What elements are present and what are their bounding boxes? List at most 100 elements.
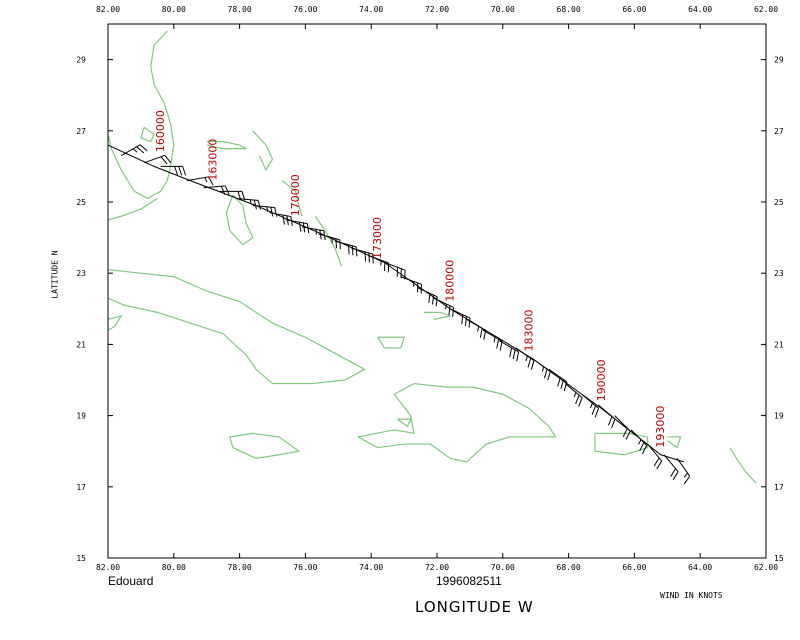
coastline-inagua (377, 336, 405, 349)
x-tick-label-top: 68.00 (557, 5, 581, 14)
time-label: 190000 (595, 359, 608, 401)
wind-barb (581, 393, 600, 418)
track-layer (107, 144, 684, 463)
x-tick-label-bottom: 62.00 (754, 563, 778, 572)
coastline-gonave (397, 418, 412, 428)
x-tick-label-bottom: 72.00 (425, 563, 449, 572)
wind-barb (433, 297, 455, 317)
x-axis-title: LONGITUDE W (415, 598, 534, 616)
time-label-layer: 160000 163000 170000 173000 180000 183000 1900… (154, 110, 667, 447)
x-tick-label-top: 80.00 (162, 5, 186, 14)
x-tick-label-top: 64.00 (688, 5, 712, 14)
wind-barb (351, 247, 374, 264)
y-tick-label-left: 19 (76, 412, 86, 421)
x-tick-label-top: 72.00 (425, 5, 449, 14)
time-label: 160000 (154, 110, 167, 152)
wind-barb (614, 415, 631, 440)
datetime-group: 1996082511 (436, 574, 502, 588)
storm-track-line (107, 144, 684, 463)
y-tick-label-right: 29 (774, 56, 784, 65)
wind-barb (564, 383, 583, 407)
coastline-andros (225, 194, 254, 246)
y-tick-label-right: 17 (774, 483, 784, 492)
x-tick-label-top: 62.00 (754, 5, 778, 14)
y-tick-label-left: 21 (76, 340, 86, 349)
wind-barb (417, 286, 438, 307)
wind-barb (630, 429, 648, 455)
y-tick-label-right: 27 (774, 127, 784, 136)
wind-barb (449, 308, 471, 328)
wind-barb (676, 458, 691, 485)
coastline-virgin-islands (666, 436, 682, 449)
y-tick-label-left: 17 (76, 483, 86, 492)
x-tick-label-bottom: 64.00 (688, 563, 712, 572)
wind-barb (499, 340, 520, 362)
y-axis-title: LATITUDE N (50, 250, 60, 299)
x-tick-label-top: 70.00 (491, 5, 515, 14)
wind-barb (400, 276, 422, 294)
x-tick-label-bottom: 80.00 (162, 563, 186, 572)
coastline-hispaniola (357, 382, 557, 463)
wind-barb (515, 347, 535, 370)
coastline-jamaica (229, 432, 301, 459)
wind-barb (334, 240, 358, 257)
coastline-abaco (252, 130, 274, 172)
wind-barb (548, 368, 568, 392)
coastline-isla-de-la-juventud (107, 314, 123, 331)
y-tick-label-right: 19 (774, 412, 784, 421)
x-tick-label-bottom: 74.00 (359, 563, 383, 572)
wind-units-label: WIND IN KNOTS (660, 591, 723, 600)
time-label: 163000 (207, 139, 220, 181)
time-label: 183000 (522, 310, 535, 352)
storm-name: Edouard (108, 574, 154, 588)
wind-barb (597, 404, 616, 429)
x-tick-label-top: 74.00 (359, 5, 383, 14)
wind-barb (532, 358, 551, 381)
coastline-florida-keys (107, 197, 158, 221)
y-tick-label-right: 15 (774, 554, 784, 563)
x-tick-label-top: 66.00 (622, 5, 646, 14)
time-label: 180000 (443, 260, 456, 302)
time-label: 193000 (654, 406, 667, 448)
y-tick-label-left: 27 (76, 127, 86, 136)
x-tick-label-top: 78.00 (228, 5, 252, 14)
wind-barb (647, 443, 663, 470)
coastline-puerto-rico (594, 432, 649, 456)
x-tick-label-bottom: 76.00 (293, 563, 317, 572)
time-label: 173000 (371, 217, 384, 259)
wind-barb-layer (120, 144, 691, 485)
coastline-cat-long-islands (314, 215, 343, 267)
coastline-grand-bahama (206, 140, 247, 150)
y-tick-label-right: 23 (774, 269, 784, 278)
coastline-eleuthera (281, 180, 303, 217)
coastline-layer (107, 30, 757, 484)
wind-barb (252, 205, 278, 217)
coastline-lake-okeechobee (140, 126, 155, 143)
x-tick-label-bottom: 68.00 (557, 563, 581, 572)
wind-barb (144, 154, 172, 165)
wind-barb (203, 185, 230, 196)
y-tick-label-right: 21 (774, 340, 784, 349)
x-tick-label-bottom: 70.00 (491, 563, 515, 572)
x-tick-label-bottom: 78.00 (228, 563, 252, 572)
wind-barb (663, 454, 679, 480)
coastline-cuba (107, 269, 366, 385)
y-tick-label-left: 25 (76, 198, 86, 207)
y-tick-label-left: 29 (76, 56, 86, 65)
y-tick-label-left: 23 (76, 269, 86, 278)
coastline-turks-caicos (423, 311, 453, 321)
wind-barb (482, 329, 503, 351)
wind-barb (120, 144, 148, 157)
x-tick-label-top: 76.00 (293, 5, 317, 14)
y-tick-label-left: 15 (76, 554, 86, 563)
axis-tick-layer: 82.00 82.00 80.00 80.00 78.00 78.00 76.00 76.00… (76, 5, 783, 572)
wind-barb (236, 197, 261, 210)
wind-barb (160, 165, 187, 176)
coastline-lesser-antilles-north (729, 447, 757, 484)
x-tick-label-bottom: 82.00 (96, 563, 120, 572)
x-tick-label-bottom: 66.00 (622, 563, 646, 572)
wind-barb (186, 176, 214, 186)
y-tick-label-right: 25 (774, 198, 784, 207)
x-tick-label-top: 82.00 (96, 5, 120, 14)
